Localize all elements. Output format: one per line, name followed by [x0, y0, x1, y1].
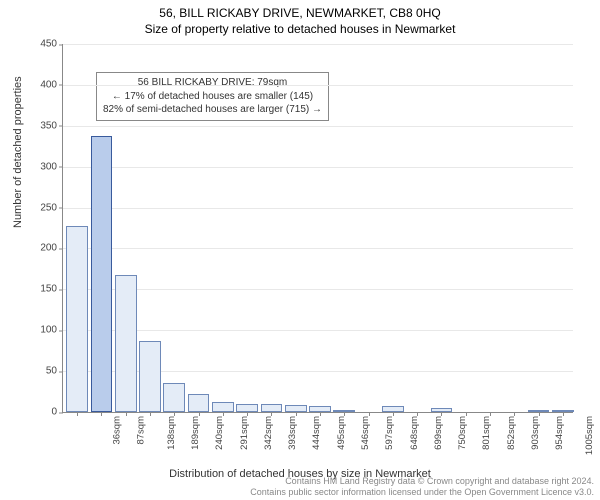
bar	[91, 136, 113, 412]
x-tick-label: 801sqm	[479, 416, 492, 450]
gridline	[63, 248, 573, 249]
x-tick-label: 546sqm	[358, 416, 371, 450]
gridline	[63, 208, 573, 209]
x-tick-label: 1005sqm	[582, 416, 595, 455]
y-tick-label: 0	[51, 407, 63, 418]
bar	[66, 226, 88, 412]
bar	[115, 275, 137, 412]
y-tick-label: 250	[40, 202, 63, 213]
x-tick-label: 750sqm	[455, 416, 468, 450]
bar	[163, 383, 185, 412]
y-tick-label: 50	[46, 366, 63, 377]
x-tick-mark	[514, 412, 515, 416]
annotation-line-1: 56 BILL RICKABY DRIVE: 79sqm	[103, 76, 322, 90]
gridline	[63, 167, 573, 168]
x-tick-label: 903sqm	[528, 416, 541, 450]
x-tick-mark	[563, 412, 564, 416]
x-tick-mark	[126, 412, 127, 416]
y-tick-label: 400	[40, 79, 63, 90]
bar	[188, 394, 210, 412]
footer-line-1: Contains HM Land Registry data © Crown c…	[0, 476, 594, 487]
gridline	[63, 126, 573, 127]
y-tick-label: 350	[40, 120, 63, 131]
x-tick-mark	[101, 412, 102, 416]
x-tick-label: 597sqm	[382, 416, 395, 450]
gridline	[63, 44, 573, 45]
bar	[139, 341, 161, 412]
x-tick-label: 954sqm	[552, 416, 565, 450]
annotation-line-3: 82% of semi-detached houses are larger (…	[103, 103, 322, 117]
x-tick-label: 87sqm	[134, 416, 147, 445]
y-tick-label: 150	[40, 284, 63, 295]
x-tick-label: 699sqm	[431, 416, 444, 450]
x-tick-mark	[223, 412, 224, 416]
x-tick-label: 648sqm	[406, 416, 419, 450]
x-tick-label: 342sqm	[261, 416, 274, 450]
x-tick-mark	[150, 412, 151, 416]
footer-line-2: Contains public sector information licen…	[0, 487, 594, 498]
x-tick-mark	[77, 412, 78, 416]
y-tick-label: 200	[40, 243, 63, 254]
x-tick-mark	[466, 412, 467, 416]
gridline	[63, 330, 573, 331]
chart-title-address: 56, BILL RICKABY DRIVE, NEWMARKET, CB8 0…	[0, 0, 600, 20]
x-tick-mark	[174, 412, 175, 416]
footer-attribution: Contains HM Land Registry data © Crown c…	[0, 476, 594, 499]
x-tick-mark	[539, 412, 540, 416]
y-tick-label: 100	[40, 325, 63, 336]
x-tick-mark	[369, 412, 370, 416]
x-tick-label: 291sqm	[236, 416, 249, 450]
x-tick-mark	[320, 412, 321, 416]
x-tick-label: 444sqm	[309, 416, 322, 450]
x-tick-mark	[247, 412, 248, 416]
gridline	[63, 289, 573, 290]
x-tick-label: 189sqm	[188, 416, 201, 450]
chart-title-desc: Size of property relative to detached ho…	[0, 20, 600, 36]
bar	[261, 404, 283, 412]
x-tick-mark	[344, 412, 345, 416]
x-tick-label: 36sqm	[110, 416, 123, 445]
chart-plot-area: 56 BILL RICKABY DRIVE: 79sqm ← 17% of de…	[62, 44, 573, 413]
x-tick-mark	[490, 412, 491, 416]
y-tick-label: 450	[40, 39, 63, 50]
y-tick-label: 300	[40, 161, 63, 172]
x-tick-mark	[441, 412, 442, 416]
annotation-box: 56 BILL RICKABY DRIVE: 79sqm ← 17% of de…	[96, 72, 329, 121]
x-tick-label: 393sqm	[285, 416, 298, 450]
x-tick-mark	[199, 412, 200, 416]
x-tick-mark	[296, 412, 297, 416]
x-tick-mark	[393, 412, 394, 416]
x-tick-mark	[417, 412, 418, 416]
annotation-line-2: ← 17% of detached houses are smaller (14…	[103, 90, 322, 104]
y-axis-label: Number of detached properties	[12, 76, 24, 228]
x-tick-label: 240sqm	[212, 416, 225, 450]
x-tick-label: 852sqm	[504, 416, 517, 450]
x-tick-label: 495sqm	[334, 416, 347, 450]
gridline	[63, 85, 573, 86]
bar	[236, 404, 258, 412]
bar	[212, 402, 234, 412]
x-tick-label: 138sqm	[164, 416, 177, 450]
x-tick-mark	[271, 412, 272, 416]
